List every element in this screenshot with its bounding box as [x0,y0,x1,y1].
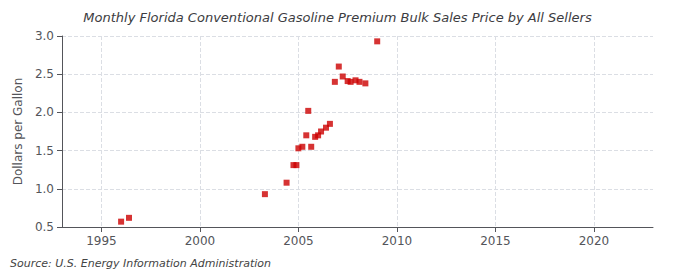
svg-text:2.0: 2.0 [35,105,54,119]
svg-text:1995: 1995 [86,234,117,248]
svg-text:Source: U.S. Energy Informatio: Source: U.S. Energy Information Administ… [10,257,271,270]
svg-text:2.5: 2.5 [35,67,54,81]
svg-text:Dollars per Gallon: Dollars per Gallon [11,78,25,186]
svg-text:2010: 2010 [382,234,413,248]
svg-text:2015: 2015 [480,234,511,248]
svg-text:2005: 2005 [283,234,314,248]
svg-text:1.5: 1.5 [35,144,54,158]
svg-text:1.0: 1.0 [35,182,54,196]
svg-text:2020: 2020 [579,234,610,248]
svg-text:Monthly Florida Conventional G: Monthly Florida Conventional Gasoline Pr… [83,10,592,25]
svg-text:2000: 2000 [185,234,216,248]
svg-text:0.5: 0.5 [35,220,54,234]
svg-text:3.0: 3.0 [35,29,54,43]
